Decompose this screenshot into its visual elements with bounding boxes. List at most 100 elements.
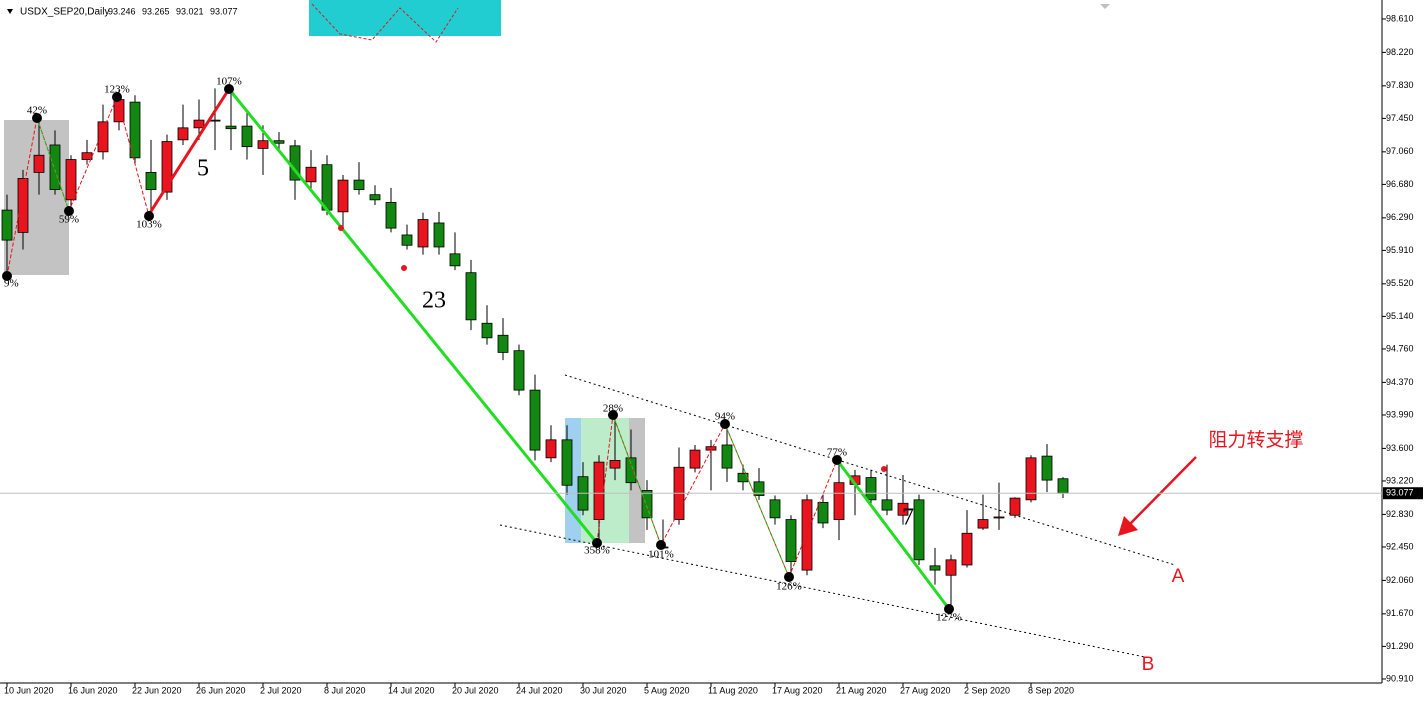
- line-label: B: [1142, 654, 1155, 675]
- candle-body: [625, 457, 637, 484]
- candle-body: [801, 499, 813, 571]
- annotations: 42% 59% 123% 103% 107% 9% 358% 28% 101% …: [4, 76, 1304, 675]
- candle-body: [993, 516, 1005, 519]
- candle-body: [465, 272, 477, 321]
- pivot: [592, 538, 602, 548]
- candle-body: [81, 152, 93, 160]
- note: 阻力转支撑: [1208, 429, 1303, 451]
- candle-body: [913, 499, 925, 561]
- pivot: [784, 572, 794, 582]
- header-ohlc: 93.021: [176, 6, 204, 16]
- x-tick-label: 16 Jun 2020: [68, 685, 118, 695]
- y-tick-label: 95.910: [1386, 245, 1414, 255]
- y-tick-label: 90.910: [1386, 673, 1414, 683]
- candle-body: [881, 499, 893, 511]
- x-tick-label: 10 Jun 2020: [4, 685, 54, 695]
- candle-body: [97, 121, 109, 153]
- header-ohlc: 93.246: [108, 6, 136, 16]
- x-tick-label: 14 Jul 2020: [388, 685, 435, 695]
- candle-body: [49, 144, 61, 190]
- candle-body: [977, 519, 989, 529]
- candle-body: [945, 559, 957, 576]
- candle-body: [593, 461, 605, 520]
- annotation: 77%: [827, 447, 847, 459]
- annotation: 42%: [27, 105, 47, 117]
- wave-count: 7: [902, 505, 914, 531]
- candle-body: [497, 334, 509, 353]
- header-ohlc: 93.265: [142, 6, 170, 16]
- pivot: [32, 113, 42, 123]
- candle-body: [641, 489, 653, 519]
- x-tick-label: 27 Aug 2020: [900, 685, 951, 695]
- candle-body: [817, 501, 829, 524]
- chart-title: USDX_SEP20,Daily: [20, 7, 109, 18]
- pivot: [144, 211, 154, 221]
- channel-line: [564, 374, 1176, 566]
- y-tick-label: 98.220: [1386, 47, 1414, 57]
- y-tick-label: 95.140: [1386, 311, 1414, 321]
- arrow-shaft: [1127, 456, 1197, 527]
- x-tick-label: 2 Jul 2020: [260, 685, 302, 695]
- candle-body: [433, 222, 445, 248]
- candle-body: [65, 159, 77, 201]
- annotation: 358%: [584, 545, 610, 557]
- header-ohlc: 93.077: [210, 6, 238, 16]
- annotation: 101%: [648, 549, 674, 561]
- candle-body: [545, 439, 557, 459]
- candle-body: [721, 444, 733, 469]
- x-tick-label: 11 Aug 2020: [708, 685, 758, 695]
- x-tick-label: 20 Jul 2020: [452, 685, 499, 695]
- scroll-marker: [1100, 4, 1110, 9]
- candle-body: [193, 119, 205, 129]
- pivot: [656, 540, 666, 550]
- y-tick-label: 96.290: [1386, 212, 1414, 222]
- annotation: 103%: [136, 219, 162, 231]
- x-tick-label: 30 Jul 2020: [580, 685, 627, 695]
- y-tick-label: 93.600: [1386, 443, 1414, 453]
- annotation: 126%: [776, 581, 802, 593]
- y-tick-label: 93.990: [1386, 409, 1414, 419]
- frame: USDX_SEP20,Daily: [0, 0, 1383, 684]
- wave-line: [835, 459, 951, 610]
- candle-body: [369, 194, 381, 201]
- candle-body: [737, 472, 749, 483]
- zigzag-line: [596, 414, 838, 579]
- candle-body: [689, 449, 701, 469]
- annotation: 59%: [59, 214, 79, 226]
- zone-box: [4, 120, 69, 275]
- wave-line: [227, 88, 599, 544]
- y-tick-label: 92.450: [1386, 541, 1414, 551]
- pivot: [112, 92, 122, 102]
- y-tick-label: 91.290: [1386, 641, 1414, 651]
- annotation: 94%: [715, 411, 735, 423]
- annotation: 9%: [4, 278, 19, 290]
- y-tick-label: 95.520: [1386, 278, 1414, 288]
- candle-body: [609, 459, 621, 469]
- y-tick-label: 91.670: [1386, 608, 1414, 618]
- line-label: A: [1172, 566, 1185, 587]
- candle-body: [929, 565, 941, 571]
- pivot: [608, 410, 618, 420]
- candle-body: [273, 140, 285, 144]
- candle-body: [513, 350, 525, 391]
- y-tick-label: 94.760: [1386, 343, 1414, 353]
- candle-body: [753, 481, 765, 496]
- wave-count: 23: [422, 288, 446, 314]
- annotation: 107%: [216, 76, 242, 88]
- candle-body: [161, 141, 173, 193]
- candle-body: [305, 166, 317, 183]
- x-tick-label: 24 Jul 2020: [516, 685, 563, 695]
- menu-arrow: [7, 9, 13, 14]
- candle-body: [129, 101, 141, 159]
- arrow-head: [1118, 516, 1138, 536]
- candle-body: [897, 502, 909, 516]
- pivot: [64, 206, 74, 216]
- y-tick-label: 98.610: [1386, 13, 1414, 23]
- candle-body: [1, 209, 13, 241]
- x-tick-label: 8 Jul 2020: [324, 685, 366, 695]
- x-tick-label: 21 Aug 2020: [836, 685, 887, 695]
- annotation: 127%: [936, 612, 962, 624]
- candle-body: [865, 477, 877, 501]
